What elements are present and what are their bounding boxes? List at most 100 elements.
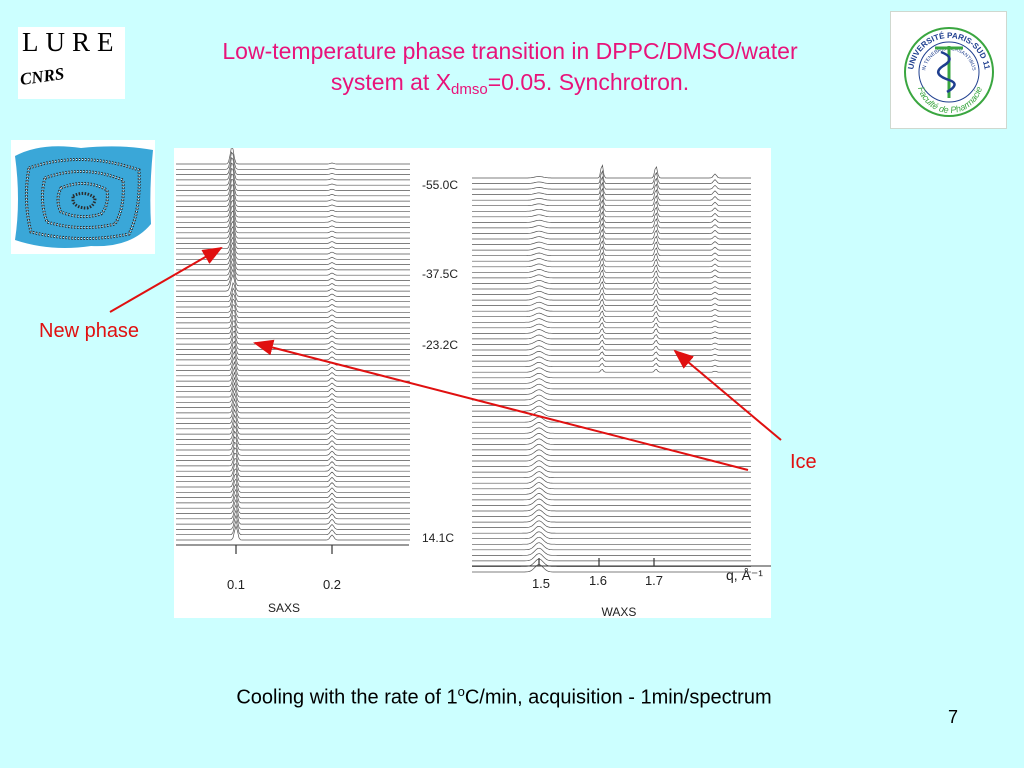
saxs-trace bbox=[176, 205, 410, 223]
waxs-trace bbox=[472, 361, 751, 368]
saxs-trace bbox=[176, 162, 410, 181]
q-axis-unit: q, Å⁻¹ bbox=[726, 567, 763, 583]
waxs-trace bbox=[472, 515, 751, 523]
waxs-trace bbox=[472, 383, 751, 390]
slide-caption: Cooling with the rate of 1oC/min, acquis… bbox=[0, 684, 1008, 710]
saxs-tick-label-01: 0.1 bbox=[227, 577, 245, 592]
waxs-trace bbox=[472, 228, 751, 240]
saxs-trace bbox=[176, 315, 410, 329]
saxs-trace bbox=[176, 309, 410, 324]
saxs-trace bbox=[176, 403, 410, 419]
saxs-trace bbox=[176, 287, 410, 303]
waxs-trace bbox=[472, 328, 751, 334]
waxs-trace bbox=[472, 553, 751, 562]
saxs-trace bbox=[176, 178, 410, 197]
waxs-trace bbox=[472, 372, 751, 379]
waxs-trace bbox=[472, 504, 751, 512]
saxs-trace bbox=[176, 387, 410, 403]
waxs-trace bbox=[472, 509, 751, 517]
saxs-trace bbox=[176, 151, 410, 170]
waxs-trace bbox=[472, 351, 751, 356]
saxs-axis-label: SAXS bbox=[268, 601, 300, 615]
saxs-trace bbox=[176, 414, 410, 430]
saxs-trace bbox=[176, 424, 410, 440]
waxs-trace bbox=[472, 476, 751, 484]
waxs-trace bbox=[472, 205, 751, 218]
saxs-trace bbox=[176, 376, 410, 393]
waxs-trace bbox=[472, 345, 751, 351]
waxs-trace bbox=[472, 175, 751, 190]
saxs-trace bbox=[176, 468, 410, 483]
waxs-trace bbox=[472, 316, 751, 323]
saxs-trace bbox=[176, 463, 410, 477]
waxs-trace bbox=[472, 298, 751, 306]
waxs-tick-label-15: 1.5 bbox=[532, 576, 550, 591]
title-subscript: dmso bbox=[451, 81, 488, 98]
saxs-trace bbox=[176, 371, 410, 387]
waxs-axis-label: WAXS bbox=[602, 605, 637, 618]
waxs-trace bbox=[472, 286, 751, 295]
saxs-trace bbox=[176, 156, 410, 175]
saxs-trace bbox=[176, 257, 410, 276]
saxs-tick-label-02: 0.2 bbox=[323, 577, 341, 592]
cnrs-logo-text: CNRS bbox=[18, 64, 66, 90]
saxs-trace bbox=[176, 145, 410, 165]
waxs-trace bbox=[472, 531, 751, 540]
saxs-trace bbox=[176, 215, 410, 234]
waxs-trace bbox=[472, 246, 751, 257]
waxs-trace bbox=[472, 257, 751, 268]
saxs-trace bbox=[176, 478, 410, 493]
saxs-trace bbox=[176, 292, 410, 308]
saxs-trace bbox=[176, 199, 410, 218]
waxs-trace bbox=[472, 310, 751, 318]
saxs-trace bbox=[176, 458, 410, 472]
saxs-trace bbox=[176, 493, 410, 509]
saxs-trace bbox=[176, 483, 410, 498]
saxs-trace bbox=[176, 225, 410, 244]
waxs-trace bbox=[472, 460, 751, 467]
slide-title-line1: Low-temperature phase transition in DPPC… bbox=[222, 38, 798, 64]
waxs-trace bbox=[472, 416, 751, 423]
saxs-trace bbox=[176, 268, 410, 287]
saxs-trace bbox=[176, 340, 410, 355]
saxs-trace bbox=[176, 381, 410, 398]
waxs-trace bbox=[472, 493, 751, 501]
waxs-trace bbox=[472, 240, 751, 251]
saxs-trace bbox=[176, 392, 410, 408]
temp-label-3: -23.2C bbox=[422, 338, 458, 352]
saxs-trace bbox=[176, 236, 410, 255]
waxs-trace bbox=[472, 520, 751, 528]
waxs-trace bbox=[472, 454, 751, 462]
onion-vesicle-image bbox=[11, 140, 155, 254]
waxs-trace bbox=[472, 487, 751, 495]
waxs-trace bbox=[472, 181, 751, 195]
waxs-tick-label-17: 1.7 bbox=[645, 573, 663, 588]
waxs-trace bbox=[472, 411, 751, 417]
waxs-trace bbox=[472, 422, 751, 429]
saxs-trace bbox=[176, 220, 410, 239]
waxs-trace bbox=[472, 164, 751, 179]
new-phase-annotation: New phase bbox=[39, 320, 140, 342]
saxs-trace bbox=[176, 514, 410, 530]
waxs-traces bbox=[472, 164, 751, 573]
waxs-trace bbox=[472, 187, 751, 201]
waxs-trace bbox=[472, 292, 751, 301]
saxs-trace bbox=[176, 262, 410, 281]
temp-label-4: 14.1C bbox=[422, 531, 454, 545]
caption-prefix: Cooling with the rate of 1 bbox=[236, 686, 458, 709]
slide-title-line2: system at Xdmso=0.05. Synchrotron. bbox=[140, 67, 880, 105]
scattering-figure: -55.0C -37.5C -23.2C 14.1C 0.1 0.2 SAXS … bbox=[174, 145, 771, 619]
waxs-trace bbox=[472, 405, 751, 412]
waxs-trace bbox=[472, 322, 751, 329]
saxs-trace bbox=[176, 498, 410, 514]
saxs-trace bbox=[176, 320, 410, 334]
caption-degree: o bbox=[457, 684, 465, 699]
saxs-traces bbox=[176, 145, 410, 541]
waxs-trace bbox=[472, 304, 751, 312]
saxs-trace bbox=[176, 298, 410, 313]
waxs-tick-label-16: 1.6 bbox=[589, 573, 607, 588]
saxs-trace bbox=[176, 436, 410, 451]
university-logo: UNIVERSITÉ PARIS-SUD 11 IN TENEBRIS VERS… bbox=[890, 11, 1007, 129]
waxs-trace bbox=[472, 378, 751, 384]
saxs-trace bbox=[176, 325, 410, 340]
